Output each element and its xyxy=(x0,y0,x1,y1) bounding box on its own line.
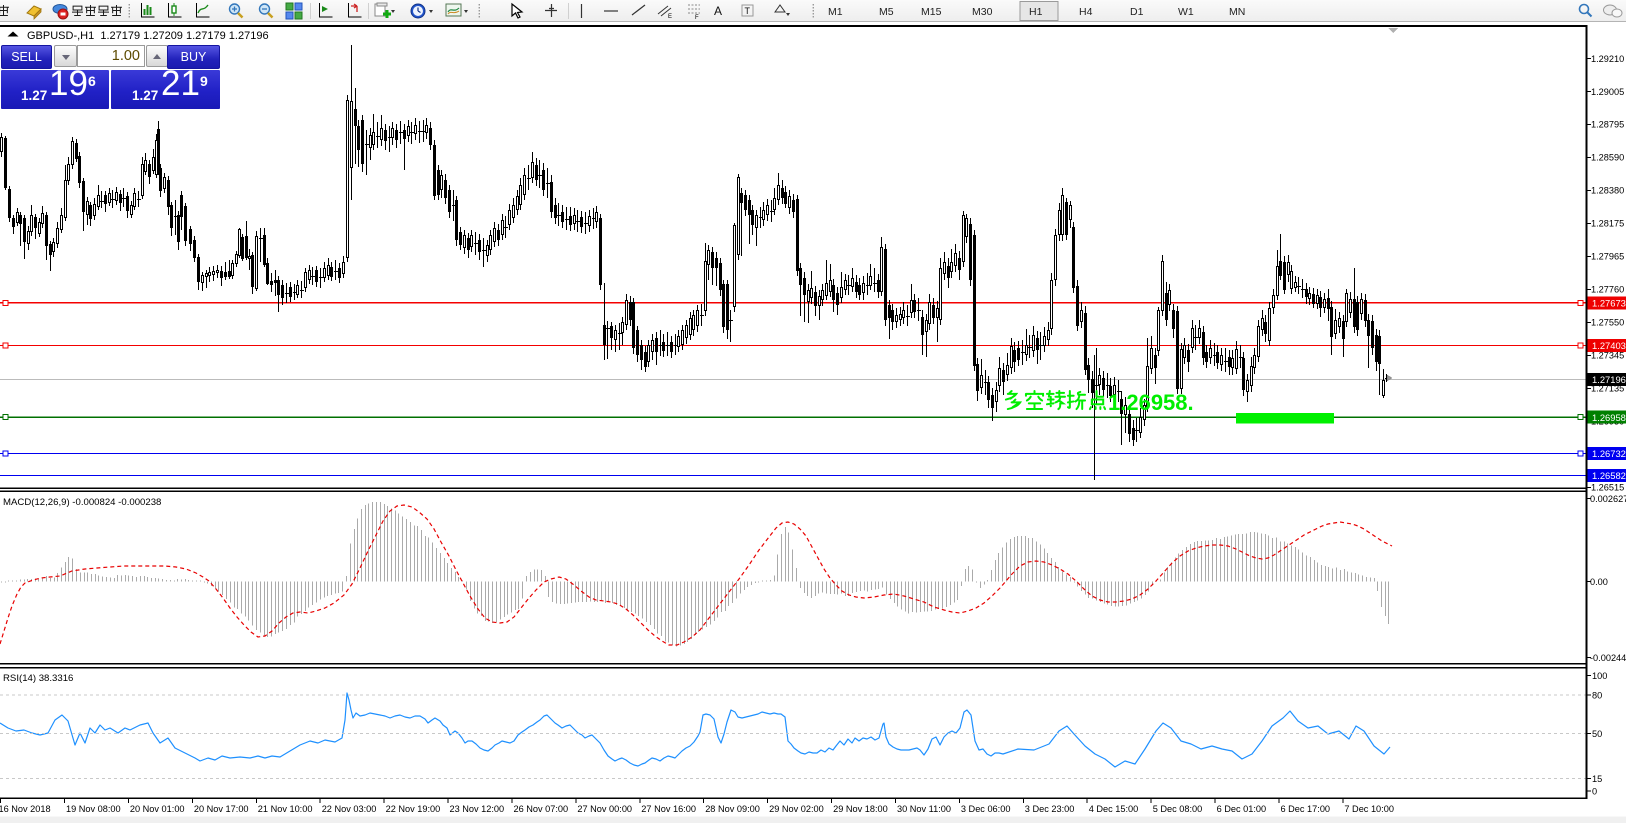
svg-text:1.27760: 1.27760 xyxy=(1591,285,1624,295)
svg-text:T: T xyxy=(745,6,751,16)
svg-text:M30: M30 xyxy=(972,6,993,18)
svg-text:0: 0 xyxy=(1592,787,1597,797)
svg-text:4 Dec 15:00: 4 Dec 15:00 xyxy=(1089,804,1139,814)
svg-text:50: 50 xyxy=(1592,729,1602,739)
svg-text:M5: M5 xyxy=(879,6,894,18)
svg-text:1.28590: 1.28590 xyxy=(1591,153,1624,163)
svg-text:28 Nov 09:00: 28 Nov 09:00 xyxy=(705,804,760,814)
svg-text:1.26958: 1.26958 xyxy=(1592,412,1626,423)
svg-text:1.26732: 1.26732 xyxy=(1592,448,1626,459)
svg-text:H1: H1 xyxy=(1029,6,1043,18)
svg-text:5 Dec 08:00: 5 Dec 08:00 xyxy=(1153,804,1203,814)
svg-text:1.28175: 1.28175 xyxy=(1591,219,1624,229)
svg-text:1.26515: 1.26515 xyxy=(1591,482,1624,492)
svg-text:7 Dec 10:00: 7 Dec 10:00 xyxy=(1344,804,1394,814)
svg-text:D1: D1 xyxy=(1130,6,1144,18)
svg-text:22 Nov 03:00: 22 Nov 03:00 xyxy=(322,804,377,814)
svg-text:21 Nov 10:00: 21 Nov 10:00 xyxy=(258,804,313,814)
svg-text:1.26582: 1.26582 xyxy=(1592,470,1626,481)
svg-text:20 Nov 17:00: 20 Nov 17:00 xyxy=(194,804,249,814)
svg-text:M1: M1 xyxy=(828,6,843,18)
svg-text:100: 100 xyxy=(1592,671,1607,681)
svg-text:30 Nov 11:00: 30 Nov 11:00 xyxy=(897,804,951,814)
svg-text:29 Nov 02:00: 29 Nov 02:00 xyxy=(769,804,824,814)
svg-text:0.002627: 0.002627 xyxy=(1590,494,1626,504)
svg-text:1.26958.: 1.26958. xyxy=(1108,390,1194,415)
svg-text:A: A xyxy=(714,4,722,18)
svg-text:1.27403: 1.27403 xyxy=(1592,340,1626,351)
svg-text:-0.00244: -0.00244 xyxy=(1590,653,1626,663)
svg-text:M15: M15 xyxy=(921,6,942,18)
svg-text:1.28795: 1.28795 xyxy=(1591,120,1624,130)
svg-text:22 Nov 19:00: 22 Nov 19:00 xyxy=(386,804,441,814)
svg-text:1.27135: 1.27135 xyxy=(1591,384,1624,394)
svg-text:MN: MN xyxy=(1229,6,1245,18)
svg-text:20 Nov 01:00: 20 Nov 01:00 xyxy=(130,804,185,814)
svg-text:6 Dec 01:00: 6 Dec 01:00 xyxy=(1217,804,1267,814)
svg-text:1.27550: 1.27550 xyxy=(1591,318,1624,328)
svg-text:W1: W1 xyxy=(1178,6,1194,18)
svg-text:15: 15 xyxy=(1592,774,1602,784)
svg-text:80: 80 xyxy=(1592,691,1602,701)
svg-text:1.27965: 1.27965 xyxy=(1591,252,1624,262)
svg-text:H4: H4 xyxy=(1079,6,1093,18)
svg-text:1.29210: 1.29210 xyxy=(1591,54,1624,64)
svg-text:1.27673: 1.27673 xyxy=(1592,297,1626,308)
svg-text:0.00: 0.00 xyxy=(1590,577,1608,587)
svg-text:1.28380: 1.28380 xyxy=(1591,186,1624,196)
svg-text:E: E xyxy=(668,14,672,20)
svg-text:6 Dec 17:00: 6 Dec 17:00 xyxy=(1281,804,1331,814)
svg-text:GBPUSD-,H1 1.27179 1.27209 1.: GBPUSD-,H1 1.27179 1.27209 1.27179 1.271… xyxy=(27,30,269,42)
svg-text:23 Nov 12:00: 23 Nov 12:00 xyxy=(450,804,505,814)
svg-text:1.27196: 1.27196 xyxy=(1592,374,1626,385)
svg-text:F: F xyxy=(695,15,699,21)
svg-text:29 Nov 18:00: 29 Nov 18:00 xyxy=(833,804,888,814)
svg-text:3 Dec 23:00: 3 Dec 23:00 xyxy=(1025,804,1075,814)
svg-text:1.29005: 1.29005 xyxy=(1591,87,1624,97)
svg-text:26 Nov 07:00: 26 Nov 07:00 xyxy=(514,804,569,814)
svg-text:MACD(12,26,9) -0.000824 -0.000: MACD(12,26,9) -0.000824 -0.000238 xyxy=(3,497,161,508)
svg-text:3 Dec 06:00: 3 Dec 06:00 xyxy=(961,804,1011,814)
svg-text:27 Nov 00:00: 27 Nov 00:00 xyxy=(577,804,632,814)
svg-text:16 Nov 2018: 16 Nov 2018 xyxy=(0,804,51,814)
svg-text:RSI(14) 38.3316: RSI(14) 38.3316 xyxy=(3,673,73,684)
svg-text:27 Nov 16:00: 27 Nov 16:00 xyxy=(641,804,696,814)
svg-text:19 Nov 08:00: 19 Nov 08:00 xyxy=(66,804,121,814)
svg-text:1.27345: 1.27345 xyxy=(1591,351,1624,361)
